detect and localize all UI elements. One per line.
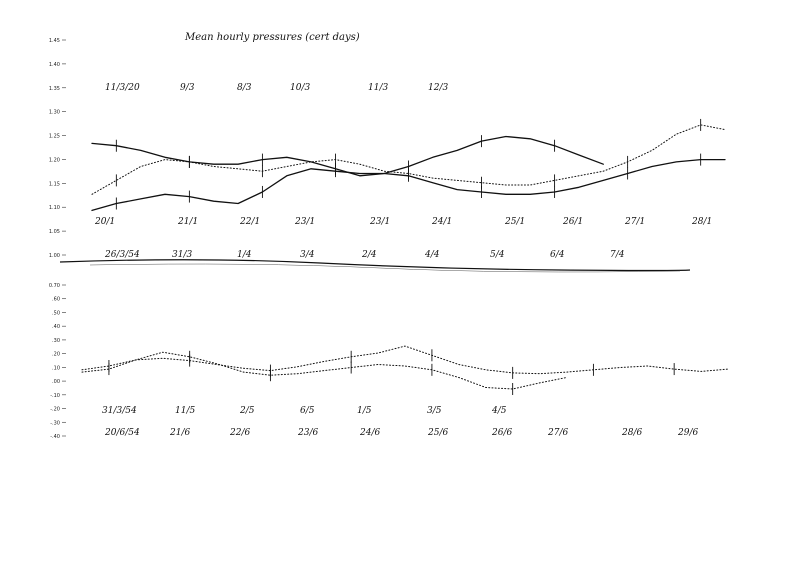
- y-tick-label: 1.05: [49, 229, 60, 235]
- date-label: 1/4: [237, 250, 252, 260]
- date-label: 26/1: [562, 217, 583, 227]
- date-label: 23/1: [294, 217, 315, 227]
- date-label: 6/4: [550, 250, 565, 260]
- y-tick-label: 1.35: [49, 86, 60, 92]
- series-line-2: [81, 351, 567, 390]
- divider-stroke-2: [89, 263, 681, 273]
- date-label: 10/3: [290, 83, 310, 93]
- date-label: 3/4: [300, 250, 315, 260]
- y-tick-label: .10: [52, 365, 60, 371]
- y-tick-label: -.30: [50, 420, 60, 426]
- series-line-2: [91, 124, 726, 195]
- y-tick-label: .30: [52, 338, 60, 344]
- date-label: 27/6: [547, 428, 568, 438]
- date-label: 2/5: [239, 406, 255, 416]
- date-label: 28/6: [621, 428, 642, 438]
- y-tick-label: .50: [52, 310, 60, 316]
- y-tick-label: 1.00: [49, 253, 60, 259]
- date-label: 21/6: [169, 428, 190, 438]
- y-tick-label: -.20: [50, 407, 60, 413]
- date-label: 25/1: [504, 217, 525, 227]
- y-tick-label: .20: [52, 352, 60, 358]
- date-label: 27/1: [624, 217, 645, 227]
- y-tick-label: -.10: [50, 393, 60, 399]
- date-label: 11/3/20: [105, 83, 140, 93]
- lower-chart: 0.70 .60 .50 .40 .30 .20 .10 .00 -.10 -.20 -.30 -.4…: [49, 283, 729, 440]
- date-label: 24/6: [359, 428, 380, 438]
- date-label: 20/1: [94, 217, 115, 227]
- chart-title: Mean hourly pressures (cert days): [184, 32, 360, 43]
- date-label: 31/3: [172, 250, 192, 260]
- series-line-1: [81, 345, 729, 375]
- date-label: 20/6/54: [104, 428, 140, 438]
- date-label: 8/3: [237, 83, 252, 93]
- date-label: 26/6: [491, 428, 512, 438]
- date-label: 1/5: [357, 406, 372, 416]
- y-tick-label: .60: [52, 297, 60, 303]
- date-label: 7/4: [610, 250, 625, 260]
- date-label: 11/3: [368, 83, 388, 93]
- date-label: 23/6: [297, 428, 318, 438]
- date-label: 4/5: [491, 406, 507, 416]
- date-label: 24/1: [431, 217, 452, 227]
- upper-chart: 1.45 1.40 1.35 1.30 1.25 1.20 1.15 1.10 1.05 1.00…: [49, 38, 726, 260]
- date-label: 2/4: [361, 250, 377, 260]
- date-label: 29/6: [677, 428, 698, 438]
- y-tick-label: 0.70: [49, 283, 60, 289]
- y-tick-label: 1.45: [49, 38, 60, 44]
- date-label: 23/1: [369, 217, 390, 227]
- panel-divider: [59, 259, 691, 273]
- date-label: 11/5: [175, 406, 195, 416]
- date-label: 22/6: [229, 428, 250, 438]
- y-tick-label: .00: [52, 379, 60, 385]
- series-line-1: [91, 135, 604, 177]
- y-tick-label: -.40: [50, 434, 60, 440]
- date-label: 12/3: [428, 83, 448, 93]
- y-tick-label: 1.25: [49, 134, 60, 140]
- y-tick-label: 1.20: [49, 157, 60, 163]
- y-tick-label: 1.30: [49, 110, 60, 116]
- date-label: 4/4: [424, 250, 440, 260]
- y-tick-label: 1.40: [49, 62, 60, 68]
- date-label: 3/5: [427, 406, 442, 416]
- divider-stroke: [59, 259, 691, 272]
- date-label: 5/4: [490, 250, 505, 260]
- y-tick-label: 1.15: [49, 181, 60, 187]
- date-label: 22/1: [239, 217, 260, 227]
- y-tick-label: .40: [52, 324, 60, 330]
- date-label: 9/3: [180, 83, 195, 93]
- date-label: 21/1: [177, 217, 198, 227]
- date-label: 31/3/54: [102, 406, 137, 416]
- y-tick-label: 1.10: [49, 205, 60, 211]
- date-label: 26/3/54: [104, 250, 140, 260]
- date-label: 6/5: [300, 406, 315, 416]
- date-label: 28/1: [691, 217, 712, 227]
- date-label: 25/6: [427, 428, 448, 438]
